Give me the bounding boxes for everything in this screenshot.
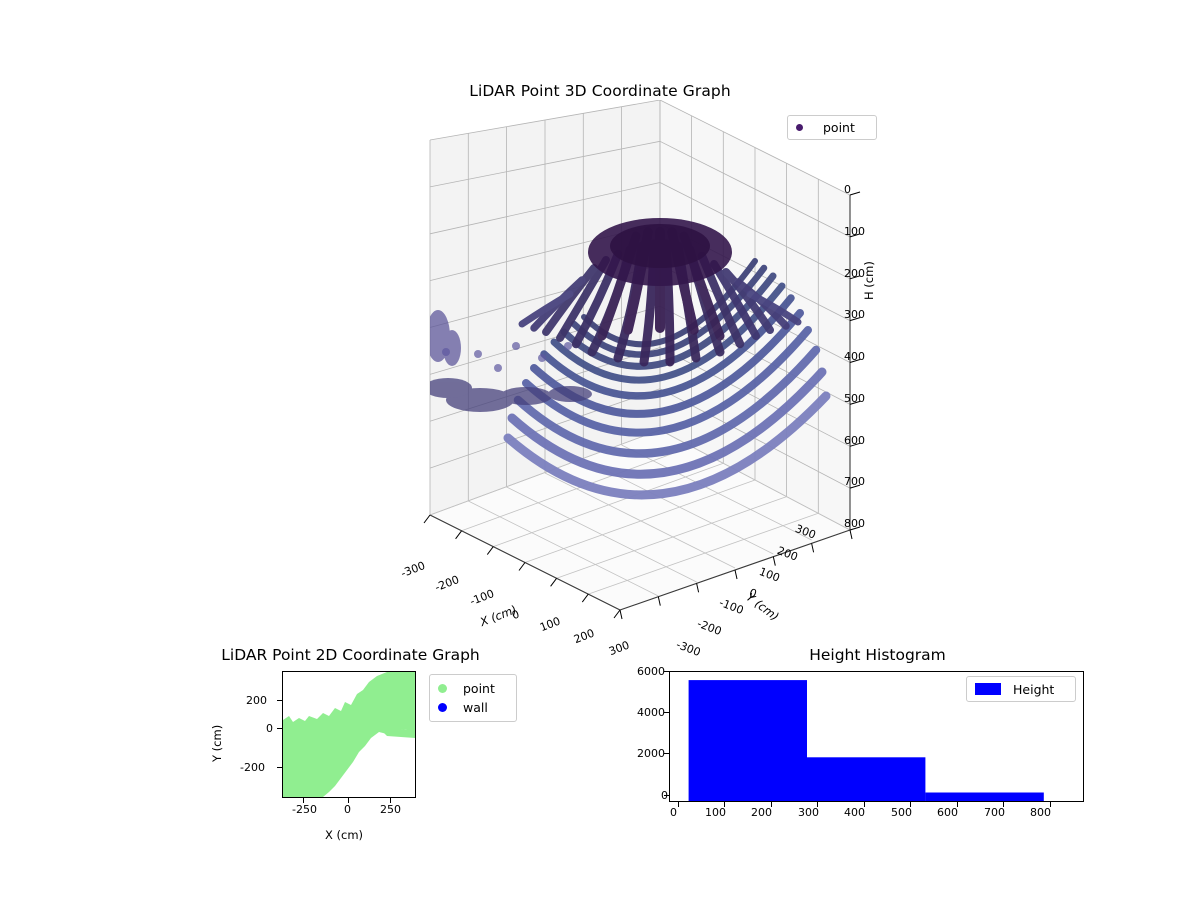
height-patch-icon bbox=[975, 683, 1001, 695]
legend-label-point: point bbox=[823, 120, 855, 135]
hist-xtick-500: 500 bbox=[891, 806, 912, 819]
point-cloud-3d bbox=[430, 218, 831, 500]
hist-ytickmark-3 bbox=[664, 671, 669, 672]
two-d-xtickmark-0 bbox=[303, 798, 304, 803]
three-d-canvas bbox=[423, 100, 861, 620]
hist-xtickmark-5 bbox=[910, 802, 911, 807]
hist-xtickmark-8 bbox=[1050, 802, 1051, 807]
histogram-bar-2 bbox=[925, 792, 1044, 801]
hist-ytickmark-2 bbox=[664, 712, 669, 713]
hist-xtickmark-7 bbox=[1003, 802, 1004, 807]
z-tick-6: 600 bbox=[844, 434, 865, 447]
z-axis-label: H (cm) bbox=[862, 261, 876, 300]
hist-xtick-800: 800 bbox=[1030, 806, 1051, 819]
hist-ytickmark-0 bbox=[664, 795, 669, 796]
three-d-title: LiDAR Point 3D Coordinate Graph bbox=[469, 82, 731, 100]
two-d-ylabel: Y (cm) bbox=[210, 724, 224, 762]
wall-marker-icon bbox=[438, 703, 447, 712]
histogram-bar-1 bbox=[807, 757, 926, 801]
legend-label-point: point bbox=[463, 681, 495, 696]
grid-floor bbox=[429, 429, 851, 611]
histogram-bar-0 bbox=[688, 680, 807, 801]
hist-xtickmark-2 bbox=[771, 802, 772, 807]
two-d-xtick-neg250: -250 bbox=[292, 803, 317, 816]
hist-ytickmark-1 bbox=[664, 753, 669, 754]
z-tick-7: 700 bbox=[844, 475, 865, 488]
histogram-canvas bbox=[688, 680, 1044, 801]
z-tick-0: 0 bbox=[844, 183, 851, 196]
hist-ytick-4000: 4000 bbox=[637, 706, 665, 719]
z-tick-4: 400 bbox=[844, 350, 865, 363]
hist-xtickmark-1 bbox=[724, 802, 725, 807]
legend-item-height[interactable]: Height bbox=[975, 682, 1067, 697]
two-d-canvas bbox=[283, 672, 415, 797]
two-d-ytickmark-1 bbox=[277, 728, 282, 729]
z-tick-5: 500 bbox=[844, 392, 865, 405]
two-d-xtick-0: 0 bbox=[344, 803, 351, 816]
hist-xtick-700: 700 bbox=[984, 806, 1005, 819]
point-cloud-2d bbox=[283, 672, 415, 797]
point-marker-icon bbox=[796, 124, 803, 131]
hist-xtick-600: 600 bbox=[937, 806, 958, 819]
three-d-legend[interactable]: point bbox=[787, 115, 877, 140]
two-d-axes bbox=[282, 671, 416, 798]
legend-item-wall-2d[interactable]: wall bbox=[438, 700, 508, 715]
hist-xtick-0: 0 bbox=[670, 806, 677, 819]
two-d-ytickmark-0 bbox=[277, 700, 282, 701]
three-d-axes bbox=[330, 100, 930, 640]
point-marker-icon bbox=[438, 684, 447, 693]
two-d-ytick-200: 200 bbox=[246, 694, 267, 707]
x-tick-6: 300 bbox=[607, 638, 632, 659]
two-d-legend[interactable]: point wall bbox=[429, 674, 517, 722]
hist-ytick-2000: 2000 bbox=[637, 747, 665, 760]
two-d-xlabel: X (cm) bbox=[325, 828, 364, 842]
two-d-ytick-0: 0 bbox=[266, 722, 273, 735]
hist-xtick-300: 300 bbox=[798, 806, 819, 819]
x-tickmarks bbox=[423, 514, 621, 619]
two-d-ytickmark-2 bbox=[277, 767, 282, 768]
z-tickmarks bbox=[849, 191, 861, 531]
hist-ytick-6000: 6000 bbox=[637, 665, 665, 678]
z-tick-8: 800 bbox=[844, 517, 865, 530]
hist-xtick-400: 400 bbox=[844, 806, 865, 819]
two-d-xtick-250: 250 bbox=[380, 803, 401, 816]
two-d-ytick-neg200: -200 bbox=[240, 761, 265, 774]
z-tick-1: 100 bbox=[844, 225, 865, 238]
y-tickmarks bbox=[619, 529, 853, 620]
hist-xtickmark-4 bbox=[864, 802, 865, 807]
hist-xtick-100: 100 bbox=[705, 806, 726, 819]
z-tick-3: 300 bbox=[844, 308, 865, 321]
hist-xtick-200: 200 bbox=[751, 806, 772, 819]
y-tick-0: -300 bbox=[674, 638, 703, 660]
two-d-xtickmark-1 bbox=[348, 798, 349, 803]
hist-xtickmark-3 bbox=[817, 802, 818, 807]
hist-xtickmark-6 bbox=[957, 802, 958, 807]
legend-label-height: Height bbox=[1013, 681, 1055, 697]
legend-item-point[interactable]: point bbox=[796, 120, 868, 135]
legend-label-wall: wall bbox=[463, 700, 488, 715]
histogram-title: Height Histogram bbox=[809, 646, 946, 664]
histogram-legend[interactable]: Height bbox=[966, 676, 1076, 702]
legend-item-point-2d[interactable]: point bbox=[438, 681, 508, 696]
hist-xtickmark-0 bbox=[678, 802, 679, 807]
two-d-title: LiDAR Point 2D Coordinate Graph bbox=[221, 646, 480, 664]
z-tick-2: 200 bbox=[844, 267, 865, 280]
two-d-xtickmark-2 bbox=[390, 798, 391, 803]
